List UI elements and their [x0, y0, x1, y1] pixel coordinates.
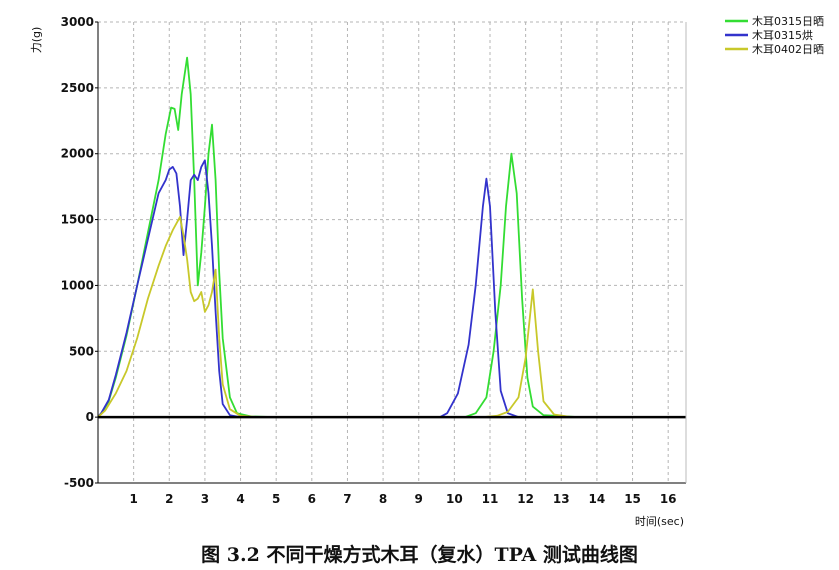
- y-tick-label: 0: [86, 410, 94, 424]
- x-tick-label: 4: [236, 492, 244, 506]
- x-tick-label: 5: [272, 492, 280, 506]
- x-tick-label: 11: [482, 492, 499, 506]
- x-tick-label: 10: [446, 492, 463, 506]
- y-tick-label: 1500: [61, 213, 94, 227]
- x-tick-label: 12: [517, 492, 534, 506]
- figure-caption: 图 3.2 不同干燥方式木耳（复水）TPA 测试曲线图: [201, 544, 638, 566]
- legend-label: 木耳0402日晒: [752, 43, 824, 56]
- series-line: [97, 215, 651, 419]
- x-tick-label: 8: [379, 492, 387, 506]
- x-axis-label: 时间(sec): [635, 515, 684, 528]
- y-tick-label: 1000: [61, 278, 94, 292]
- x-tick-labels: 1 2 3 4 5 6 7 8 9 10 11 12 13 14 15 16: [129, 492, 676, 506]
- x-tick-label: 13: [553, 492, 570, 506]
- series-line: [97, 159, 651, 419]
- series-layer: [97, 56, 686, 419]
- y-axis-label: 力(g): [30, 27, 43, 54]
- x-tick-label: 3: [201, 492, 209, 506]
- x-tick-label: 16: [660, 492, 677, 506]
- axes: [97, 22, 687, 484]
- x-tick-label: 9: [415, 492, 423, 506]
- legend-label: 木耳0315烘: [752, 28, 813, 42]
- y-tick-label: 500: [69, 344, 94, 358]
- x-tick-label: 15: [624, 492, 641, 506]
- x-tick-label: 6: [308, 492, 316, 506]
- x-tick-label: 1: [129, 492, 137, 506]
- x-tick-label: 14: [589, 492, 606, 506]
- y-tick-labels: -500 0 500 1000 1500 2000 2500 3000: [61, 15, 98, 490]
- y-tick-label: 3000: [61, 15, 94, 29]
- y-tick-label: 2500: [61, 81, 94, 95]
- x-tick-label: 7: [343, 492, 351, 506]
- y-tick-label: -500: [64, 476, 94, 490]
- series-line: [97, 56, 651, 419]
- x-tick-label: 2: [165, 492, 173, 506]
- y-tick-label: 2000: [61, 147, 94, 161]
- legend-label: 木耳0315日晒: [752, 15, 824, 28]
